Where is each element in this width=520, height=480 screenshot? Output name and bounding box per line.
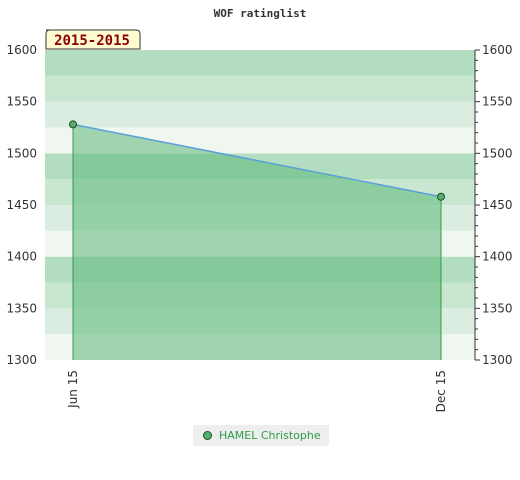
data-point bbox=[69, 120, 77, 129]
legend: HAMEL Christophe bbox=[193, 425, 329, 446]
right-y-axis: 1300 1350 1400 1450 1500 1550 1600 bbox=[474, 43, 513, 367]
period-badge: 2015-2015 bbox=[45, 29, 141, 50]
data-point bbox=[437, 192, 445, 201]
left-y-axis: 1300 1350 1400 1450 1500 1550 1600 bbox=[6, 43, 37, 367]
grid-band bbox=[45, 75, 475, 102]
y-tick-label-left: 1500 bbox=[6, 146, 37, 160]
x-tick-label: Dec 15 bbox=[434, 370, 448, 412]
legend-series-label: HAMEL Christophe bbox=[219, 429, 321, 442]
y-tick-label-left: 1300 bbox=[6, 353, 37, 367]
y-tick-label-right: 1600 bbox=[482, 43, 513, 57]
y-tick-label-left: 1600 bbox=[6, 43, 37, 57]
grid-band bbox=[45, 50, 475, 76]
legend-marker-icon bbox=[203, 431, 212, 440]
y-tick-label-left: 1350 bbox=[6, 301, 37, 315]
y-tick-label-left: 1450 bbox=[6, 198, 37, 212]
period-label: 2015-2015 bbox=[54, 33, 130, 49]
y-tick-label-right: 1300 bbox=[482, 353, 513, 367]
y-tick-label-left: 1400 bbox=[6, 250, 37, 264]
y-tick-label-right: 1450 bbox=[482, 198, 513, 212]
grid-band bbox=[45, 101, 475, 128]
series-line bbox=[72, 123, 442, 198]
y-tick-label-right: 1350 bbox=[482, 301, 513, 315]
x-axis: Jun 15 Dec 15 bbox=[66, 370, 448, 412]
series-fill bbox=[73, 124, 441, 361]
y-tick-label-right: 1400 bbox=[482, 250, 513, 264]
y-tick-label-right: 1500 bbox=[482, 146, 513, 160]
x-tick-label: Jun 15 bbox=[66, 370, 80, 409]
y-tick-label-right: 1550 bbox=[482, 95, 513, 109]
series-area bbox=[69, 120, 445, 361]
y-tick-label-left: 1550 bbox=[6, 95, 37, 109]
chart-title: WOF ratinglist bbox=[214, 7, 307, 20]
period-badge-bg bbox=[45, 29, 141, 50]
